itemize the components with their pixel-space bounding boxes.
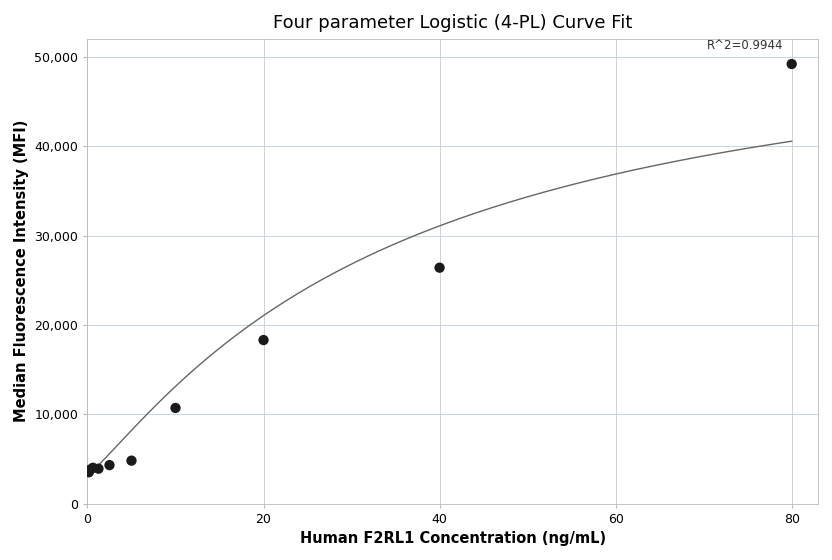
Point [87,463,100,472]
Text: R^2=0.9944: R^2=0.9944 [706,39,783,53]
Point [125,456,138,465]
Point [257,335,270,344]
Title: Four parameter Logistic (4-PL) Curve Fit: Four parameter Logistic (4-PL) Curve Fit [273,14,632,32]
Point [83,465,97,474]
Point [785,59,799,68]
Point [103,461,116,470]
Point [169,403,182,412]
Y-axis label: Median Fluorescence Intensity (MFI): Median Fluorescence Intensity (MFI) [14,120,29,422]
Point [92,464,105,473]
Point [433,263,446,272]
X-axis label: Human F2RL1 Concentration (ng/mL): Human F2RL1 Concentration (ng/mL) [300,531,606,546]
Point [82,468,96,477]
